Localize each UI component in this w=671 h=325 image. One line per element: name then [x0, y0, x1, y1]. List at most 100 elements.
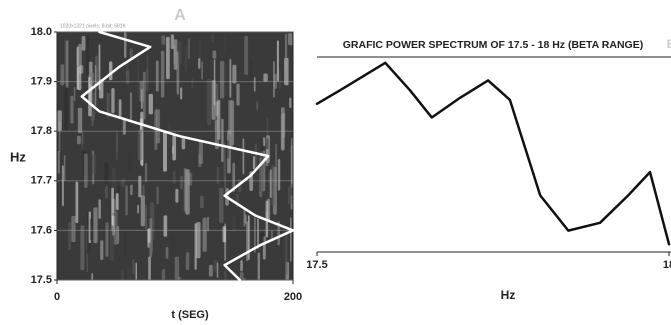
streak	[127, 153, 132, 173]
streak	[121, 270, 125, 280]
streak	[140, 195, 145, 227]
streak	[247, 215, 250, 261]
streak	[150, 237, 154, 254]
streak	[76, 135, 81, 145]
streak	[111, 167, 116, 189]
streak	[173, 39, 178, 70]
streak	[139, 80, 144, 102]
streak	[290, 217, 292, 262]
y-axis-label: Hz	[10, 149, 26, 164]
streak	[284, 33, 288, 59]
streak	[264, 138, 269, 150]
streak	[105, 222, 109, 257]
streak	[57, 110, 62, 131]
streak	[105, 185, 108, 199]
streak	[84, 153, 88, 188]
streak	[262, 137, 266, 147]
streak	[81, 144, 85, 183]
streak	[232, 216, 236, 233]
streak	[84, 79, 88, 100]
streak	[172, 171, 176, 184]
y-tick-label: 17.9	[31, 76, 52, 88]
x-tick-label: 200	[284, 291, 302, 303]
streak	[277, 158, 281, 191]
y-tick-label: 17.6	[31, 224, 52, 236]
streak	[195, 195, 197, 224]
streak	[142, 184, 145, 196]
streak	[65, 40, 69, 89]
y-tick-label: 17.5	[31, 274, 52, 286]
streak	[222, 226, 227, 243]
streak	[221, 118, 224, 163]
streak	[263, 73, 268, 82]
streak	[213, 259, 218, 272]
streak	[216, 166, 220, 185]
streak	[155, 60, 159, 92]
streak	[219, 60, 225, 99]
x-axis-label: Hz	[501, 288, 516, 302]
streak	[232, 64, 237, 84]
streak	[258, 162, 264, 192]
streak	[110, 225, 114, 262]
streak	[67, 222, 72, 250]
streak	[137, 57, 139, 94]
x-tick-label: 17.5	[306, 259, 327, 271]
streak	[271, 165, 275, 207]
streak	[244, 214, 247, 224]
streak	[224, 178, 227, 189]
streak	[115, 151, 119, 163]
streak	[284, 58, 289, 86]
streak	[257, 252, 260, 280]
streak	[71, 215, 76, 243]
streak	[170, 234, 175, 251]
streak	[111, 187, 114, 232]
streak	[239, 272, 244, 280]
streak	[208, 264, 213, 277]
streak	[275, 143, 277, 187]
streak	[273, 61, 275, 98]
streak	[138, 129, 143, 161]
streak	[288, 33, 293, 46]
streak	[137, 204, 139, 214]
streak	[168, 164, 172, 200]
streak	[177, 277, 182, 280]
streak	[148, 256, 151, 280]
streak	[185, 252, 190, 271]
streak	[125, 185, 128, 216]
streak	[216, 262, 219, 278]
streak	[225, 140, 230, 159]
streak	[70, 95, 74, 124]
streak	[165, 246, 169, 259]
streak	[266, 117, 269, 136]
streak	[132, 259, 135, 275]
streak	[279, 69, 281, 90]
streak	[79, 65, 84, 74]
streak	[198, 154, 202, 168]
y-tick-label: 17.8	[31, 125, 52, 137]
streak	[172, 133, 177, 161]
streak	[77, 107, 83, 134]
streak	[161, 269, 165, 280]
streak	[244, 35, 249, 75]
data-line	[315, 61, 671, 246]
streak	[180, 175, 183, 190]
streak	[187, 37, 191, 59]
streak	[120, 178, 126, 187]
streak	[89, 218, 93, 241]
streak	[73, 87, 76, 102]
streak	[198, 58, 201, 69]
streak	[180, 273, 183, 280]
streak	[124, 225, 128, 261]
streak	[123, 32, 127, 59]
streak	[108, 61, 113, 81]
streak	[252, 156, 256, 170]
streak	[76, 46, 79, 90]
streak	[276, 40, 279, 82]
image-info: 1020x1321 pixels; 8-bit; 681K	[60, 23, 127, 29]
streak	[118, 99, 122, 118]
streak	[78, 43, 82, 69]
streak	[229, 58, 232, 98]
streak	[256, 101, 259, 111]
streak	[114, 231, 118, 245]
streak	[160, 50, 165, 98]
